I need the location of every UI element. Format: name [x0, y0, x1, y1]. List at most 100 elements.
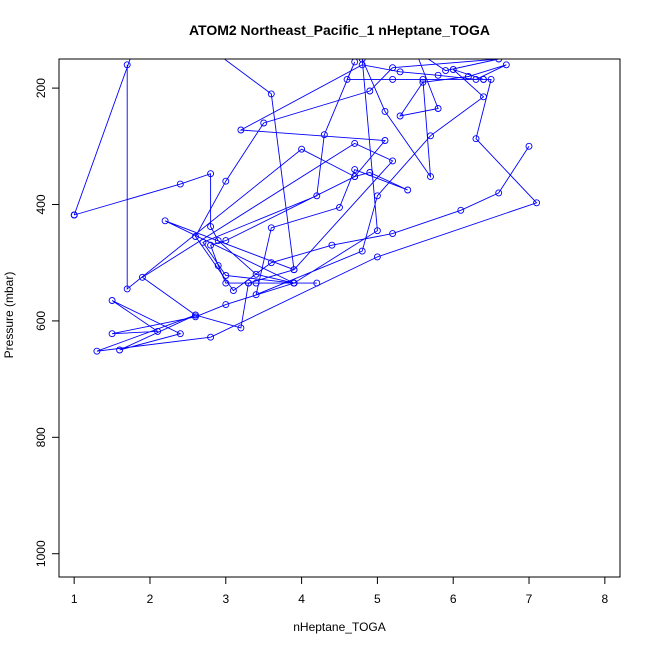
data-point [351, 166, 359, 174]
data-point [108, 297, 116, 304]
data-point [267, 259, 275, 267]
y-tick-label: 400 [34, 194, 48, 214]
y-tick-label: 800 [34, 427, 48, 447]
x-tick-label: 4 [298, 592, 305, 606]
data-point [502, 61, 510, 69]
data-point [464, 73, 472, 80]
data-point [427, 173, 434, 181]
data-point [207, 333, 215, 341]
y-tick-label: 200 [34, 78, 48, 98]
data-point [116, 346, 124, 354]
data-point [389, 75, 397, 83]
data-point [93, 347, 101, 355]
data-point [176, 330, 184, 338]
y-axis: 200 400 600 800 1000 [34, 78, 60, 567]
data-point [229, 287, 237, 295]
x-tick-label: 3 [222, 592, 229, 606]
data-point [472, 75, 480, 83]
data-point [427, 132, 434, 140]
data-point [480, 93, 487, 101]
y-axis-label: Pressure (mbar) [2, 272, 16, 359]
data-point [381, 107, 389, 115]
series-line-1 [73, 59, 538, 352]
data-point [472, 135, 480, 143]
data-point [252, 291, 260, 299]
data-point [108, 330, 116, 338]
data-point [480, 75, 487, 83]
data-point [358, 247, 366, 255]
data-point [404, 186, 412, 194]
data-point [351, 59, 359, 66]
data-point [267, 90, 275, 98]
data-point [366, 169, 374, 176]
x-tick-label: 2 [147, 592, 154, 606]
data-point [237, 126, 245, 134]
x-tick-label: 5 [374, 592, 381, 606]
data-point [192, 233, 199, 240]
x-tick-label: 7 [526, 592, 533, 606]
data-point [252, 270, 260, 278]
data-point [525, 142, 533, 150]
data-point [434, 105, 442, 112]
data-point [396, 68, 404, 76]
data-point [214, 237, 222, 245]
data-point [396, 112, 404, 120]
x-tick-label: 6 [450, 592, 457, 606]
x-tick-label: 1 [71, 592, 78, 606]
data-point [343, 75, 351, 83]
data-point [373, 253, 381, 261]
data-point [328, 241, 336, 249]
data-point [358, 61, 366, 69]
data-point [434, 71, 442, 79]
data-point [419, 78, 427, 86]
data-point [290, 266, 298, 274]
data-point [389, 230, 397, 238]
data-point [366, 87, 374, 95]
data-point [290, 279, 298, 287]
data-point [222, 301, 230, 309]
data-point [495, 59, 503, 63]
data-point [336, 203, 343, 211]
x-axis: 1 2 3 4 5 6 7 8 [71, 576, 608, 606]
data-point [252, 279, 260, 287]
chart-title: ATOM2 Northeast_Pacific_1 nHeptane_TOGA [189, 22, 490, 38]
data-point [495, 189, 503, 197]
data-point [123, 61, 131, 69]
data-point [351, 173, 359, 181]
data-point [320, 131, 328, 139]
data-point [381, 137, 389, 144]
data-point [313, 279, 321, 287]
data-layer [70, 59, 541, 355]
data-point [267, 224, 275, 232]
x-axis-label: nHeptane_TOGA [293, 620, 386, 634]
data-point [298, 145, 306, 153]
data-point [487, 75, 495, 83]
data-point [154, 327, 162, 335]
data-point [222, 177, 230, 185]
data-point [442, 67, 450, 75]
data-point [373, 192, 381, 200]
data-point [237, 324, 245, 332]
data-point [457, 206, 465, 214]
data-point [161, 217, 169, 225]
data-point [123, 285, 131, 293]
data-point [245, 279, 252, 287]
y-tick-label: 600 [34, 311, 48, 331]
data-point [533, 199, 541, 207]
data-point [207, 170, 215, 178]
series-line-2 [126, 59, 530, 292]
x-tick-label: 8 [601, 592, 608, 606]
y-tick-label: 1000 [34, 540, 48, 567]
data-point [207, 241, 215, 249]
data-point [260, 119, 268, 127]
data-point [222, 237, 230, 245]
data-point [389, 157, 397, 165]
data-point [176, 180, 184, 188]
data-point [373, 227, 381, 235]
data-point [192, 311, 199, 319]
data-point [138, 273, 146, 281]
data-point [389, 64, 397, 72]
data-point [351, 139, 359, 147]
